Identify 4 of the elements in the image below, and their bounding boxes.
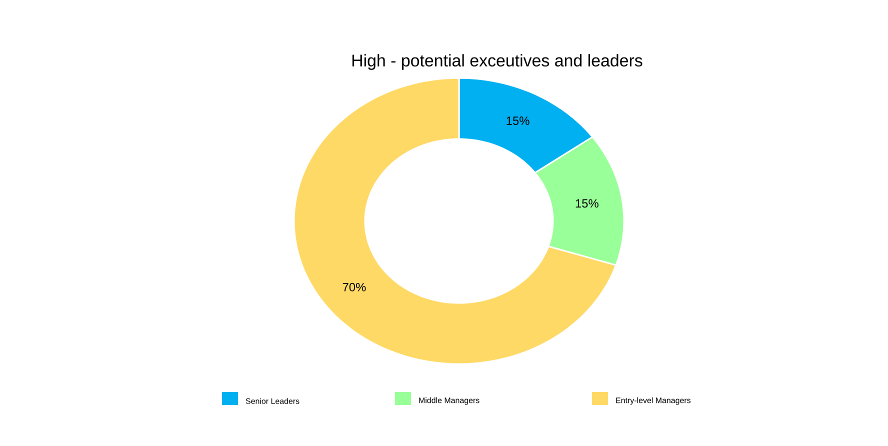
data-label: 70% (342, 282, 366, 292)
data-label: 15% (576, 199, 598, 208)
data-label: 15% (506, 116, 530, 125)
chart-title: High - potential exceutives and leaders (352, 54, 642, 70)
